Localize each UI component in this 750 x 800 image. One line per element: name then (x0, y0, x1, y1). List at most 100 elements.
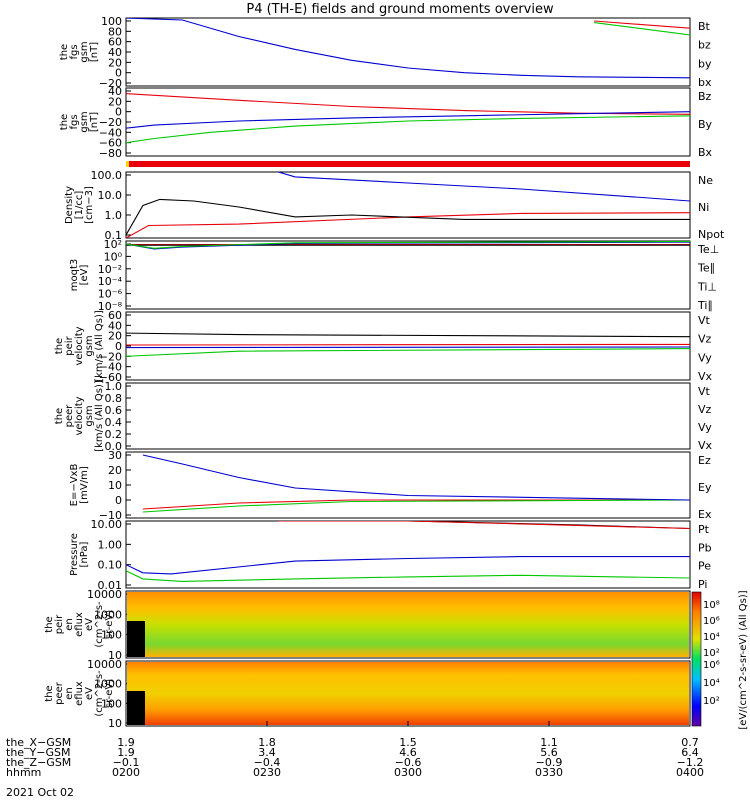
x-tick-label: 1.1 (540, 736, 558, 749)
series-line-Bz (126, 93, 690, 115)
x-tick-label: 0200 (112, 766, 140, 779)
y-tick-label: 100 (101, 697, 122, 710)
series-line-Npot (278, 172, 690, 202)
x-tick-label: 1.9 (117, 746, 135, 759)
colorbar-tick: 10⁶ (703, 660, 720, 671)
colorbar-tick: 10⁶ (703, 616, 720, 627)
y-label-line: eflux (74, 612, 85, 637)
y-tick-label: 30 (108, 449, 122, 462)
y-label-line: gsm (84, 405, 95, 426)
legend-entry: Vy (698, 421, 712, 434)
y-tick-label: 0.0 (105, 440, 123, 453)
quality-flag-start (126, 161, 129, 167)
legend-entry: Ey (698, 481, 712, 494)
y-label-line: peer (64, 404, 75, 428)
series-line-Ez (142, 499, 690, 510)
y-tick-label: 80 (108, 25, 122, 38)
legend-entry: Vz (698, 333, 712, 346)
y-tick-label: 40 (108, 85, 122, 98)
series-line-bx (126, 18, 690, 79)
series-line-Vz (126, 343, 690, 346)
x-row-label: the_Y−GSM (6, 746, 71, 759)
quality-flag-bar (126, 161, 690, 167)
y-label-line: eflux (74, 681, 85, 706)
y-label-line: gsm (84, 335, 95, 356)
y-tick-label: 1.00 (98, 538, 123, 551)
legend-entry: Pe (698, 560, 711, 573)
y-label-line: en (64, 687, 75, 700)
spectrogram (127, 592, 689, 657)
panel-frame (125, 590, 691, 659)
y-tick-label: 10⁻⁶ (98, 288, 123, 301)
series-line-Pt (278, 521, 690, 530)
colorbar-tick: 10² (703, 696, 720, 707)
y-tick-label: 0.6 (105, 404, 123, 417)
y-label-line: Pressure (69, 533, 80, 576)
panel-7: 30 20 10 0 −10 E=−VxB [mV/m] Ez Ey Ex (69, 449, 712, 522)
series-line-Ne (126, 212, 690, 238)
y-label-line: E=−VxB (69, 464, 80, 507)
y-tick-label: 10² (104, 238, 122, 251)
series-line-Ex (142, 454, 690, 501)
y-label-line: (cm^2-s- (94, 601, 105, 648)
legend-entry: By (698, 118, 713, 131)
y-label-line: gsm (79, 41, 90, 62)
data-gap (127, 621, 145, 657)
y-axis-label: the peer en eflux eV (cm^2-s-sr-eV) (44, 670, 115, 717)
series-line-Vx (126, 346, 690, 349)
legend-entry: Vx (698, 439, 713, 452)
y-label-line: fgs (69, 44, 80, 59)
x-tick-label: 0300 (394, 766, 422, 779)
y-tick-label: 100 (101, 629, 122, 642)
y-tick-label: 0.10 (98, 559, 123, 572)
x-tick-label: −0.9 (536, 756, 563, 769)
y-tick-label: 0.01 (98, 579, 123, 592)
legend-entry: Bz (698, 90, 712, 103)
y-tick-label: 0.1 (105, 229, 123, 242)
y-tick-label: −40 (99, 126, 122, 139)
y-label-line: Density (64, 186, 75, 224)
y-label-line: [eV] (79, 265, 90, 286)
x-row-label: the_Z−GSM (6, 756, 71, 769)
legend-entry: Ti∥ (697, 299, 713, 312)
y-label-line: sr-eV) (104, 679, 115, 708)
x-tick-label: 1.8 (258, 736, 276, 749)
series-line-Vt (126, 332, 690, 338)
panel-8: 10.00 1.00 0.10 0.01 Pressure [nPa] Pt Pb Pe Pi (69, 518, 712, 592)
y-label-line: the (54, 408, 65, 424)
y-label-line: [nT] (89, 42, 100, 62)
colorbar-gradient (691, 591, 702, 727)
y-label-line: [cm−3] (84, 186, 95, 224)
legend-entry: Te⊥ (697, 243, 719, 256)
panel-frame (125, 240, 691, 310)
series-line-By (126, 115, 690, 144)
y-label-line: peer (54, 681, 65, 705)
colorbar-label: [eV/(cm^2-s-sr-eV) (All Qs)] (738, 590, 749, 729)
date-label: 2021 Oct 02 (6, 786, 74, 799)
legend-entry: Te∥ (697, 262, 715, 275)
y-label-line: [nPa] (79, 541, 90, 567)
legend-entry: Pb (698, 541, 712, 554)
chart-title: P4 (TH-E) fields and ground moments over… (246, 2, 554, 17)
y-axis-label: the peer velocity gsm [km/s (All Qs)] (54, 380, 105, 452)
panel-frame (125, 520, 691, 589)
y-label-line: [km/s (All Qs)] (94, 310, 105, 382)
y-axis-label: E=−VxB [mV/m] (69, 464, 90, 507)
y-tick-label: 10 (108, 649, 122, 662)
y-label-line: eV (84, 618, 95, 631)
y-tick-label: 100.0 (91, 169, 123, 182)
legend-entry: Vt (698, 385, 711, 398)
panel-frame (125, 171, 691, 239)
y-tick-label: 0.4 (105, 416, 123, 429)
y-tick-label: 60 (108, 309, 122, 322)
y-tick-label: 10⁰ (104, 250, 123, 263)
legend-entry: Ni (698, 201, 709, 214)
panel-frame (125, 311, 691, 381)
y-label-line: fgs (69, 114, 80, 129)
y-tick-label: 1.0 (105, 209, 123, 222)
y-axis-label: the fgs gsm [nT] (59, 41, 100, 62)
y-label-line: [km/s (All Qs)] (94, 380, 105, 452)
